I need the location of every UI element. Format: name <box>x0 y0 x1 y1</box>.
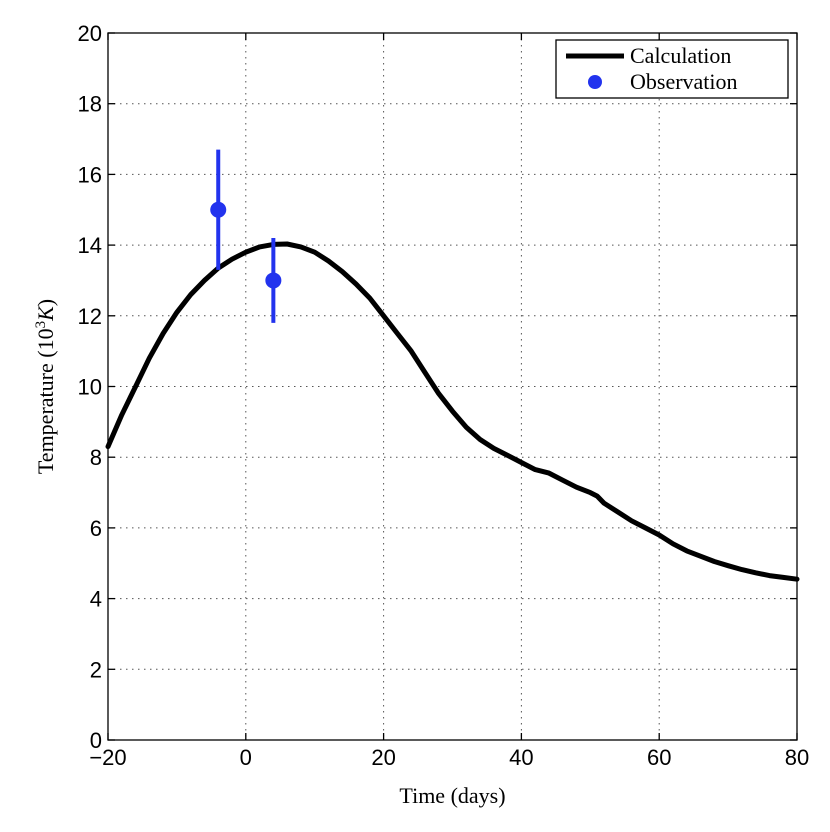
legend: Calculation Observation <box>555 39 789 99</box>
y-tick-label: 4 <box>90 587 102 612</box>
x-tick-label: −20 <box>89 745 126 770</box>
y-tick-label: 0 <box>90 728 102 753</box>
x-tick-label: 60 <box>647 745 671 770</box>
x-axis-title: Time (days) <box>399 783 505 808</box>
x-tick-label: 40 <box>509 745 533 770</box>
y-axis-title-exponent: 3 <box>33 321 49 329</box>
legend-label-calculation: Calculation <box>630 43 731 68</box>
y-tick-label: 12 <box>78 304 102 329</box>
x-tick-label: 0 <box>240 745 252 770</box>
y-axis-title: Temperature (103K) <box>33 299 58 474</box>
x-tick-label: 20 <box>371 745 395 770</box>
y-tick-label: 20 <box>78 21 102 46</box>
observation-point <box>210 201 227 218</box>
y-axis-title-unit: K <box>33 305 58 322</box>
y-tick-label: 16 <box>78 162 102 187</box>
grid <box>108 33 797 740</box>
y-tick-label: 8 <box>90 445 102 470</box>
y-axis-title-suffix: ) <box>33 299 58 306</box>
y-tick-label: 6 <box>90 516 102 541</box>
calculation-line <box>105 241 800 582</box>
legend-label-observation: Observation <box>630 69 738 94</box>
series-layer <box>105 149 800 582</box>
x-tick-label: 80 <box>785 745 809 770</box>
legend-observation-swatch <box>588 75 602 89</box>
y-tick-label: 14 <box>78 233 102 258</box>
y-tick-label: 2 <box>90 657 102 682</box>
y-tick-label: 18 <box>78 92 102 117</box>
y-axis-title-prefix: Temperature (10 <box>33 328 58 474</box>
y-tick-label: 10 <box>78 375 102 400</box>
observation-point <box>265 272 282 289</box>
